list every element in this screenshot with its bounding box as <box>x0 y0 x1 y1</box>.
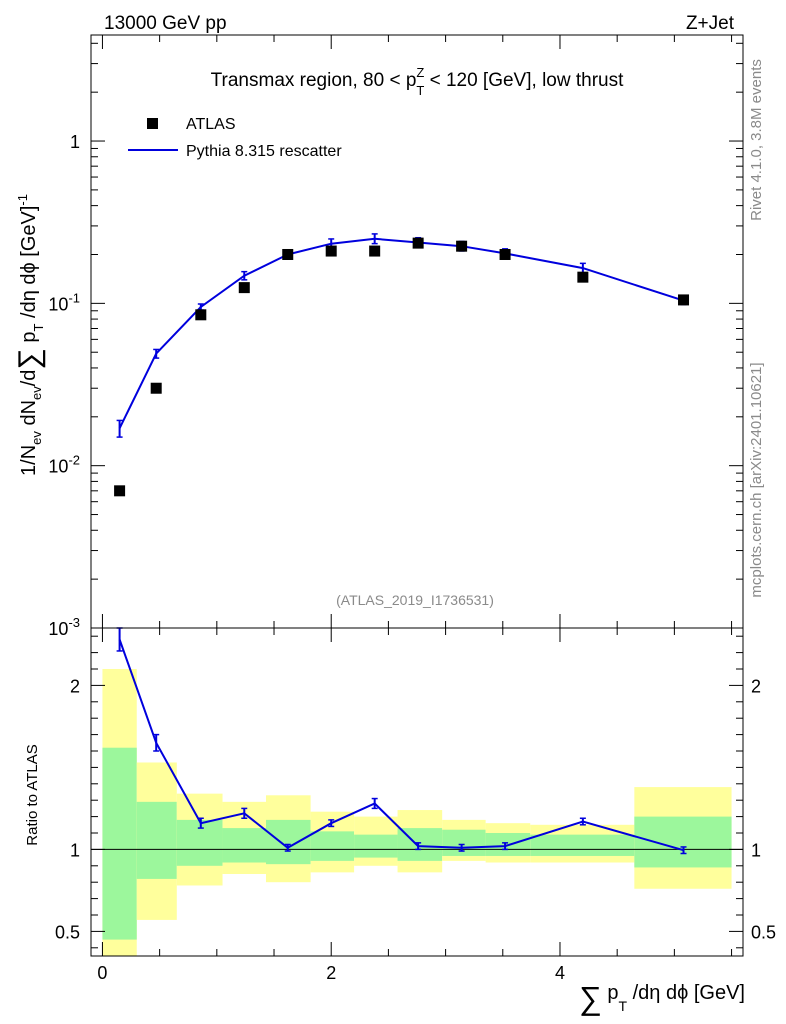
x-tick-label: 4 <box>555 963 565 983</box>
atlas-data-point <box>369 245 381 257</box>
ratio-uncertainty-bands <box>102 669 732 956</box>
x-tick-label: 0 <box>97 963 107 983</box>
ratio-plot-marks <box>116 627 687 855</box>
legend-pythia-label: Pythia 8.315 rescatter <box>186 143 342 160</box>
x-tick-label: 2 <box>326 963 336 983</box>
inner-uncertainty-band <box>530 834 635 856</box>
atlas-data-point <box>456 240 468 252</box>
y-tick-label: 1 <box>70 132 80 152</box>
pythia-series-line <box>118 237 684 429</box>
atlas-data-point <box>499 248 511 260</box>
ratio-plot-frame <box>90 627 744 957</box>
ratio-y-tick-label-right: 0.5 <box>751 922 776 942</box>
inner-uncertainty-band <box>102 747 137 940</box>
inner-uncertainty-band <box>310 831 355 861</box>
y-tick-label: 10-3 <box>48 615 80 639</box>
inner-uncertainty-band <box>354 834 398 858</box>
atlas-data-point <box>678 294 690 306</box>
atlas-data-point <box>114 485 126 497</box>
atlas-data-point <box>238 282 250 294</box>
atlas-data-point <box>325 245 337 257</box>
y-tick-label: 10-2 <box>48 453 80 477</box>
ratio-y-tick-label: 2 <box>70 676 80 696</box>
atlas-data-point <box>195 309 207 321</box>
x-axis-title: ∑ pT /dη dϕ [GeV] <box>579 980 745 1016</box>
ratio-plot-tick-labels: 0.5 0.5 1 1 2 2 0 2 4 <box>55 676 776 983</box>
main-plot-y-axis-title: 1/Nev dNev/d∑ pT /dη dϕ [GeV]-1 <box>13 194 46 476</box>
main-plot-marks <box>114 233 690 497</box>
ratio-y-tick-label: 1 <box>70 840 80 860</box>
ratio-y-axis-title: Ratio to ATLAS <box>24 744 41 845</box>
main-plot-ticks <box>91 35 743 629</box>
inner-uncertainty-band <box>634 816 732 868</box>
main-plot-title: Transmax region, 80 < pZ T < 120 [GeV], l… <box>211 65 624 98</box>
main-plot-panel: 10-3 10-2 10-1 1 Transmax region, 80 < pZ T … <box>48 34 744 639</box>
ratio-y-tick-label-right: 1 <box>751 840 761 860</box>
rivet-label: Rivet 4.1.0, 3.8M events <box>748 59 765 221</box>
ratio-y-tick-label-right: 2 <box>751 676 761 696</box>
analysis-watermark: (ATLAS_2019_I1736531) <box>336 592 494 608</box>
main-plot-y-tick-labels: 10-3 10-2 10-1 1 <box>48 132 80 639</box>
legend-atlas-label: ATLAS <box>186 116 236 133</box>
inner-uncertainty-band <box>222 828 267 863</box>
ratio-series-line <box>118 639 684 852</box>
atlas-data-point <box>282 248 294 260</box>
ratio-plot-ticks <box>91 628 743 956</box>
atlas-data-point <box>412 237 424 249</box>
header-left: 13000 GeV pp <box>104 13 227 34</box>
ratio-y-tick-label: 0.5 <box>55 922 80 942</box>
y-tick-label: 10-1 <box>48 290 80 314</box>
mcplots-label: mcplots.cern.ch [arXiv:2401.10621] <box>748 362 765 597</box>
inner-uncertainty-band <box>442 829 486 856</box>
atlas-data-point <box>150 382 162 394</box>
legend-atlas-marker <box>147 118 158 129</box>
atlas-data-point <box>577 271 589 283</box>
legend: ATLAS Pythia 8.315 rescatter <box>128 116 342 160</box>
inner-uncertainty-band <box>136 801 177 879</box>
header-right: Z+Jet <box>686 13 735 34</box>
inner-uncertainty-band <box>266 819 311 865</box>
inner-uncertainty-band <box>176 819 223 866</box>
ratio-plot-panel: 0.5 0.5 1 1 2 2 0 2 4 Ratio to ATLAS <box>24 627 776 983</box>
